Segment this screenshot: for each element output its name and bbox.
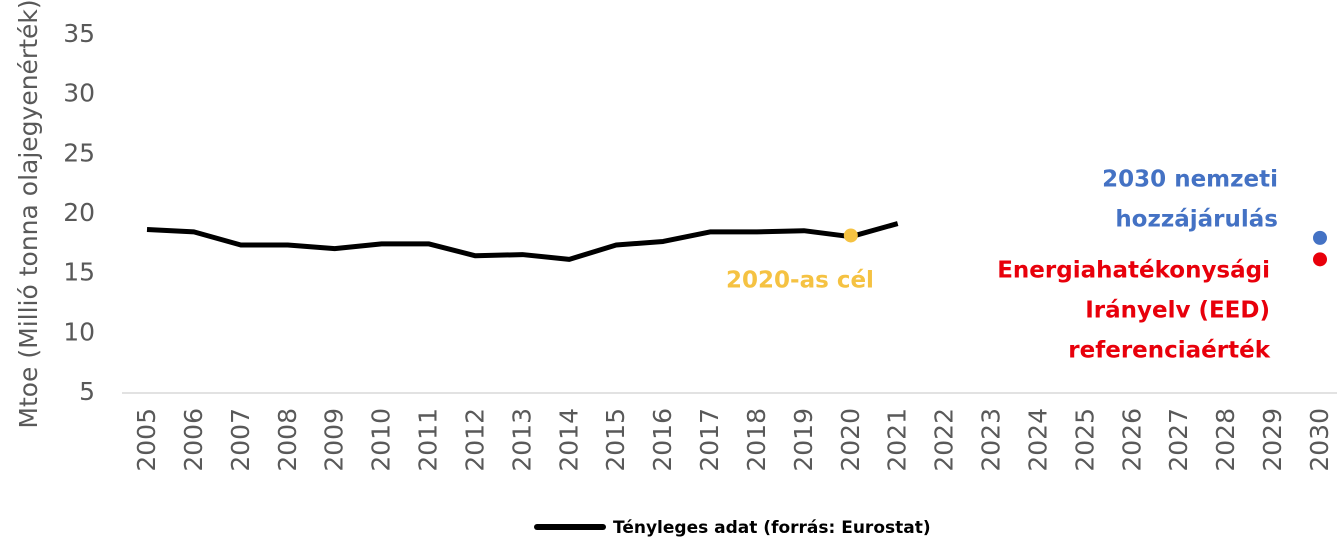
x-tick-label: 2018 <box>742 408 771 472</box>
x-tick-label: 2008 <box>273 408 302 472</box>
x-tick-label: 2029 <box>1258 408 1287 472</box>
target-point <box>1313 230 1327 245</box>
x-tick-label: 2028 <box>1211 408 1240 472</box>
x-tick-label: 2019 <box>789 408 818 472</box>
target-point <box>843 228 858 243</box>
y-tick-label: 15 <box>63 258 95 287</box>
x-tick-label: 2011 <box>414 408 443 472</box>
annotation: 2030 nemzeti <box>1102 167 1278 193</box>
x-tick-label: 2020 <box>836 408 865 472</box>
y-tick-label: 25 <box>63 138 95 167</box>
x-tick-label: 2006 <box>179 408 208 472</box>
annotation: hozzájárulás <box>1115 207 1278 233</box>
annotation: referenciaérték <box>1068 338 1270 364</box>
x-tick-label: 2005 <box>132 408 161 472</box>
x-tick-label: 2009 <box>320 408 349 472</box>
x-tick-label: 2016 <box>648 408 677 472</box>
annotation: Irányelv (EED) <box>1085 298 1270 324</box>
x-tick-label: 2023 <box>977 408 1006 472</box>
x-tick-label: 2026 <box>1117 408 1146 472</box>
x-tick-label: 2013 <box>507 408 536 472</box>
target-point <box>1313 252 1327 267</box>
y-axis-label: Mtoe (Millió tonna olajegyenérték) <box>14 0 43 429</box>
x-tick-label: 2014 <box>554 408 583 472</box>
x-tick-label: 2030 <box>1305 408 1334 472</box>
x-tick-label: 2024 <box>1023 408 1052 472</box>
data-line <box>146 221 899 262</box>
x-tick-label: 2027 <box>1164 408 1193 472</box>
y-tick-label: 35 <box>63 19 95 48</box>
annotation: 2020-as cél <box>726 268 874 294</box>
y-tick-label: 10 <box>63 317 95 346</box>
y-tick-label: 5 <box>79 377 95 406</box>
x-tick-label: 2025 <box>1070 408 1099 472</box>
legend-label: Tényleges adat (forrás: Eurostat) <box>613 518 931 538</box>
x-tick-label: 2022 <box>930 408 959 472</box>
x-tick-label: 2007 <box>226 408 255 472</box>
annotation: Energiahatékonysági <box>997 258 1270 284</box>
x-tick-label: 2015 <box>601 408 630 472</box>
x-tick-label: 2010 <box>367 408 396 472</box>
y-tick-label: 30 <box>63 79 95 108</box>
y-tick-label: 20 <box>63 198 95 227</box>
x-tick-label: 2012 <box>460 408 489 472</box>
x-tick-label: 2021 <box>883 408 912 472</box>
x-tick-label: 2017 <box>695 408 724 472</box>
